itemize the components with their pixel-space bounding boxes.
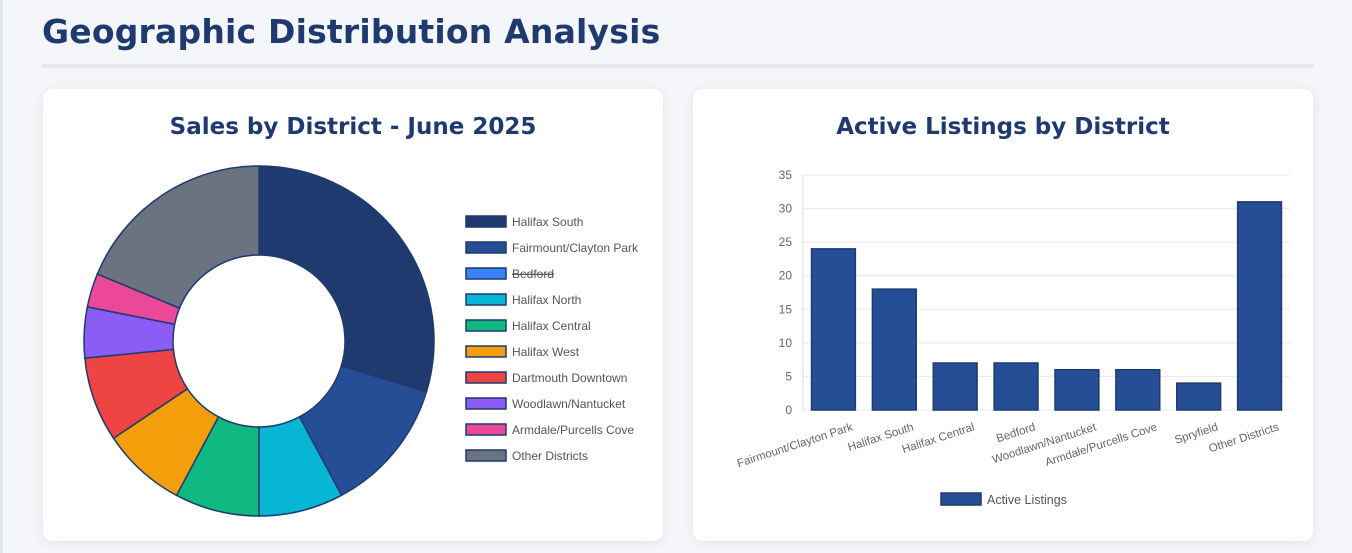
- bar-halifax-south[interactable]: [871, 288, 917, 411]
- legend-item-halifax-south[interactable]: Halifax South: [465, 215, 583, 229]
- legend-label: Woodlawn/Nantucket: [512, 397, 626, 411]
- legend-item-dartmouth-downtown[interactable]: Dartmouth Downtown: [465, 371, 627, 385]
- y-tick-label: 0: [785, 403, 792, 417]
- legend-swatch: [465, 267, 507, 280]
- legend-label: Dartmouth Downtown: [512, 371, 627, 385]
- slice-other-districts[interactable]: [96, 165, 260, 310]
- legend-item-halifax-west[interactable]: Halifax West: [465, 345, 580, 359]
- legend-item-other-districts[interactable]: Other Districts: [465, 449, 588, 463]
- legend-item-bedford[interactable]: Bedford: [465, 267, 554, 281]
- legend-label: Other Districts: [512, 449, 588, 463]
- slice-halifax-south[interactable]: [258, 165, 435, 393]
- legend-label: Fairmount/Clayton Park: [512, 241, 639, 255]
- sales-chart-card: Sales by District - June 2025 Halifax So…: [43, 89, 663, 541]
- legend-label: Active Listings: [987, 493, 1067, 507]
- bar-bedford[interactable]: [993, 362, 1039, 411]
- x-tick-label: Fairmount/Clayton Park: [736, 421, 855, 470]
- y-tick-label: 25: [779, 235, 793, 249]
- x-tick-label: Other Districts: [1208, 421, 1281, 455]
- legend-item-halifax-north[interactable]: Halifax North: [465, 293, 581, 307]
- legend-label: Halifax North: [512, 293, 581, 307]
- bar-spryfield[interactable]: [1176, 382, 1222, 411]
- title-divider: [42, 64, 1314, 68]
- sales-chart-title: Sales by District - June 2025: [169, 114, 537, 140]
- legend-label: Halifax South: [512, 215, 583, 229]
- bar-other-districts[interactable]: [1236, 201, 1283, 411]
- legend-item-active-listings[interactable]: Active Listings: [940, 492, 1067, 507]
- legend-item-woodlawn-nantucket[interactable]: Woodlawn/Nantucket: [465, 397, 626, 411]
- bar-woodlawn-nantucket[interactable]: [1054, 368, 1100, 411]
- legend-item-fairmount-clayton-park[interactable]: Fairmount/Clayton Park: [465, 241, 639, 255]
- legend-label: Armdale/Purcells Cove: [512, 423, 634, 437]
- page-title: Geographic Distribution Analysis: [42, 12, 661, 51]
- legend-swatch: [465, 319, 507, 332]
- x-tick-label: Armdale/Purcells Cove: [1044, 421, 1159, 469]
- legend-swatch: [465, 345, 507, 358]
- y-tick-label: 35: [779, 168, 793, 182]
- listings-chart-title: Active Listings by District: [836, 114, 1170, 140]
- listings-chart-card: Active Listings by District 0 5 10 15 20 25 30…: [693, 89, 1313, 541]
- y-tick-label: 15: [779, 302, 793, 316]
- legend-swatch: [465, 293, 507, 306]
- y-tick-label: 10: [779, 336, 793, 350]
- bar-armdale-purcells-cove[interactable]: [1115, 368, 1161, 411]
- legend-swatch: [940, 492, 982, 506]
- legend-swatch: [465, 423, 507, 436]
- y-tick-label: 5: [785, 369, 792, 383]
- bar-fairmount-clayton-park[interactable]: [810, 248, 857, 411]
- legend-label: Halifax West: [512, 345, 580, 359]
- left-border: [0, 0, 3, 553]
- legend-label: Bedford: [512, 267, 554, 281]
- legend-item-armdale-purcells-cove[interactable]: Armdale/Purcells Cove: [465, 423, 634, 437]
- legend-item-halifax-central[interactable]: Halifax Central: [465, 319, 591, 333]
- sales-doughnut-chart: Halifax South Fairmount/Clayton Park Bedfo…: [83, 165, 639, 517]
- bar-halifax-central[interactable]: [932, 362, 978, 411]
- legend-swatch: [465, 215, 507, 228]
- legend-swatch: [465, 449, 507, 462]
- legend-label: Halifax Central: [512, 319, 591, 333]
- y-tick-label: 30: [779, 202, 793, 216]
- legend-swatch: [465, 397, 507, 410]
- legend-swatch: [465, 371, 507, 384]
- y-tick-label: 20: [779, 269, 793, 283]
- legend-swatch: [465, 241, 507, 254]
